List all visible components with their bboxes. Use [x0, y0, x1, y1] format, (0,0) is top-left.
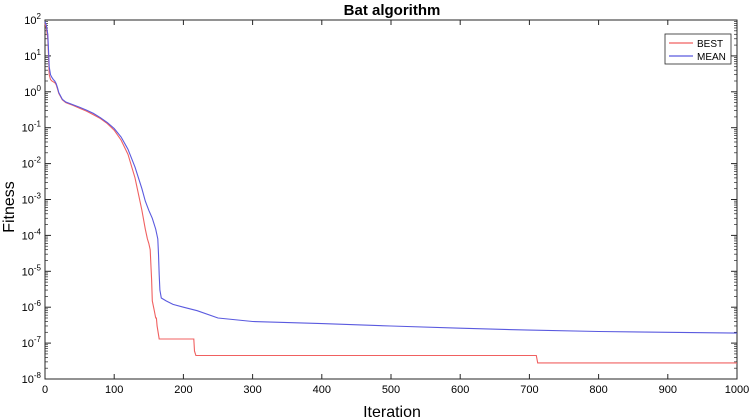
y-axis-title: Fitness: [1, 181, 18, 233]
y-tick-label: 10-3: [22, 192, 42, 207]
x-tick-label: 200: [174, 384, 192, 396]
x-tick-label: 300: [243, 384, 261, 396]
axis-ticks: 0 100 200 300 400 500 600 700 800 900 1000 102 101 10…: [22, 12, 750, 396]
x-tick-label: 1000: [725, 384, 749, 396]
x-tick-label: 400: [313, 384, 331, 396]
y-tick-label: 10-5: [22, 263, 42, 278]
x-tick-label: 500: [382, 384, 400, 396]
legend: BEST MEAN: [664, 33, 732, 65]
legend-label-mean: MEAN: [697, 52, 726, 63]
series-layer: [44, 21, 738, 364]
legend-box: [664, 33, 732, 65]
x-axis-title: Iteration: [363, 404, 421, 420]
x-tick-label: 900: [659, 384, 677, 396]
y-tick-label: 10-6: [22, 299, 42, 314]
chart-title: Bat algorithm: [344, 2, 441, 19]
legend-label-best: BEST: [697, 39, 723, 50]
plot-area: [44, 19, 738, 380]
y-tick-label: 100: [24, 84, 41, 99]
y-tick-label: 102: [24, 12, 41, 27]
series-line-best: [44, 23, 737, 364]
y-tick-label: 10-8: [22, 371, 42, 386]
x-tick-label: 700: [520, 384, 538, 396]
x-tick-label: 800: [589, 384, 607, 396]
y-tick-label: 10-7: [22, 335, 42, 350]
series-line-mean: [44, 21, 738, 334]
x-tick-label: 100: [105, 384, 123, 396]
y-tick-label: 101: [24, 48, 41, 63]
y-tick-label: 10-4: [22, 227, 42, 242]
y-tick-label: 10-2: [22, 156, 42, 171]
y-tick-label: 10-1: [22, 120, 42, 135]
x-tick-label: 0: [42, 384, 48, 396]
x-tick-label: 600: [451, 384, 469, 396]
